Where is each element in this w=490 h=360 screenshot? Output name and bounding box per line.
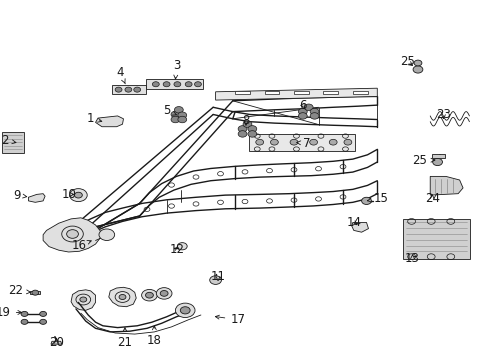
Circle shape bbox=[433, 158, 442, 166]
Circle shape bbox=[174, 107, 183, 113]
Text: 1: 1 bbox=[87, 112, 102, 125]
Circle shape bbox=[243, 121, 252, 127]
Circle shape bbox=[171, 111, 180, 118]
Circle shape bbox=[174, 82, 181, 87]
Circle shape bbox=[238, 131, 247, 137]
Polygon shape bbox=[432, 154, 445, 158]
Circle shape bbox=[175, 303, 195, 318]
Circle shape bbox=[125, 87, 132, 92]
Text: 6: 6 bbox=[299, 99, 307, 112]
Circle shape bbox=[152, 82, 159, 87]
Text: 13: 13 bbox=[405, 252, 420, 265]
Polygon shape bbox=[51, 341, 62, 344]
Polygon shape bbox=[430, 176, 463, 195]
Circle shape bbox=[40, 319, 47, 324]
Polygon shape bbox=[353, 91, 368, 94]
Circle shape bbox=[115, 87, 122, 92]
Circle shape bbox=[21, 319, 28, 324]
Text: 24: 24 bbox=[425, 192, 440, 205]
Circle shape bbox=[298, 113, 307, 119]
Circle shape bbox=[177, 243, 187, 250]
Text: 22: 22 bbox=[8, 284, 30, 297]
Circle shape bbox=[248, 131, 257, 137]
Circle shape bbox=[74, 192, 82, 198]
Text: 12: 12 bbox=[170, 243, 185, 256]
Circle shape bbox=[142, 289, 157, 301]
Circle shape bbox=[80, 297, 87, 302]
Polygon shape bbox=[43, 218, 100, 252]
Text: 11: 11 bbox=[211, 270, 225, 283]
Polygon shape bbox=[323, 91, 338, 94]
Text: 4: 4 bbox=[116, 66, 125, 84]
Polygon shape bbox=[146, 79, 203, 89]
Circle shape bbox=[67, 230, 78, 238]
Circle shape bbox=[290, 139, 298, 145]
Polygon shape bbox=[216, 88, 377, 100]
Text: 19: 19 bbox=[0, 306, 22, 319]
Circle shape bbox=[362, 197, 371, 204]
Text: 5: 5 bbox=[163, 104, 176, 117]
Circle shape bbox=[180, 307, 190, 314]
Polygon shape bbox=[265, 91, 279, 94]
Circle shape bbox=[178, 116, 187, 123]
Circle shape bbox=[32, 290, 39, 295]
Circle shape bbox=[344, 139, 352, 145]
Circle shape bbox=[178, 112, 187, 118]
Circle shape bbox=[298, 108, 307, 115]
Circle shape bbox=[185, 82, 192, 87]
Circle shape bbox=[160, 291, 168, 296]
Circle shape bbox=[413, 66, 423, 73]
Circle shape bbox=[99, 229, 115, 240]
Polygon shape bbox=[249, 134, 355, 151]
Text: 15: 15 bbox=[368, 192, 388, 205]
Circle shape bbox=[310, 113, 319, 119]
Text: 25: 25 bbox=[413, 154, 435, 167]
Circle shape bbox=[195, 82, 201, 87]
Circle shape bbox=[256, 139, 264, 145]
Circle shape bbox=[146, 292, 153, 298]
Circle shape bbox=[310, 108, 319, 115]
Text: 16: 16 bbox=[72, 239, 91, 252]
Polygon shape bbox=[71, 290, 96, 310]
Text: 17: 17 bbox=[216, 313, 245, 326]
Polygon shape bbox=[112, 85, 146, 94]
Polygon shape bbox=[30, 291, 40, 294]
Polygon shape bbox=[235, 91, 250, 94]
Circle shape bbox=[134, 87, 141, 92]
Circle shape bbox=[163, 82, 170, 87]
Circle shape bbox=[70, 189, 87, 202]
Text: 9: 9 bbox=[13, 189, 27, 202]
Circle shape bbox=[21, 311, 28, 316]
Polygon shape bbox=[2, 132, 24, 153]
Text: 18: 18 bbox=[147, 326, 162, 347]
Text: 8: 8 bbox=[242, 114, 250, 127]
Circle shape bbox=[310, 139, 318, 145]
Circle shape bbox=[248, 126, 257, 132]
Polygon shape bbox=[352, 222, 368, 232]
Circle shape bbox=[270, 139, 278, 145]
Text: 20: 20 bbox=[49, 336, 64, 348]
Text: 3: 3 bbox=[172, 59, 180, 79]
Text: 2: 2 bbox=[1, 134, 16, 147]
Text: 10: 10 bbox=[62, 188, 77, 201]
Text: 21: 21 bbox=[118, 328, 132, 348]
Polygon shape bbox=[294, 91, 309, 94]
Circle shape bbox=[171, 116, 180, 123]
Circle shape bbox=[414, 60, 422, 66]
Polygon shape bbox=[28, 194, 45, 202]
Polygon shape bbox=[109, 287, 136, 307]
Polygon shape bbox=[403, 219, 470, 259]
Circle shape bbox=[40, 311, 47, 316]
Circle shape bbox=[329, 139, 337, 145]
Circle shape bbox=[238, 126, 247, 132]
Text: 25: 25 bbox=[400, 55, 415, 68]
Circle shape bbox=[304, 104, 313, 111]
Text: 23: 23 bbox=[436, 108, 451, 121]
Circle shape bbox=[156, 288, 172, 299]
Polygon shape bbox=[96, 116, 123, 127]
Text: 7: 7 bbox=[296, 137, 310, 150]
Circle shape bbox=[119, 294, 126, 300]
Text: 14: 14 bbox=[346, 216, 361, 229]
Circle shape bbox=[210, 276, 221, 284]
